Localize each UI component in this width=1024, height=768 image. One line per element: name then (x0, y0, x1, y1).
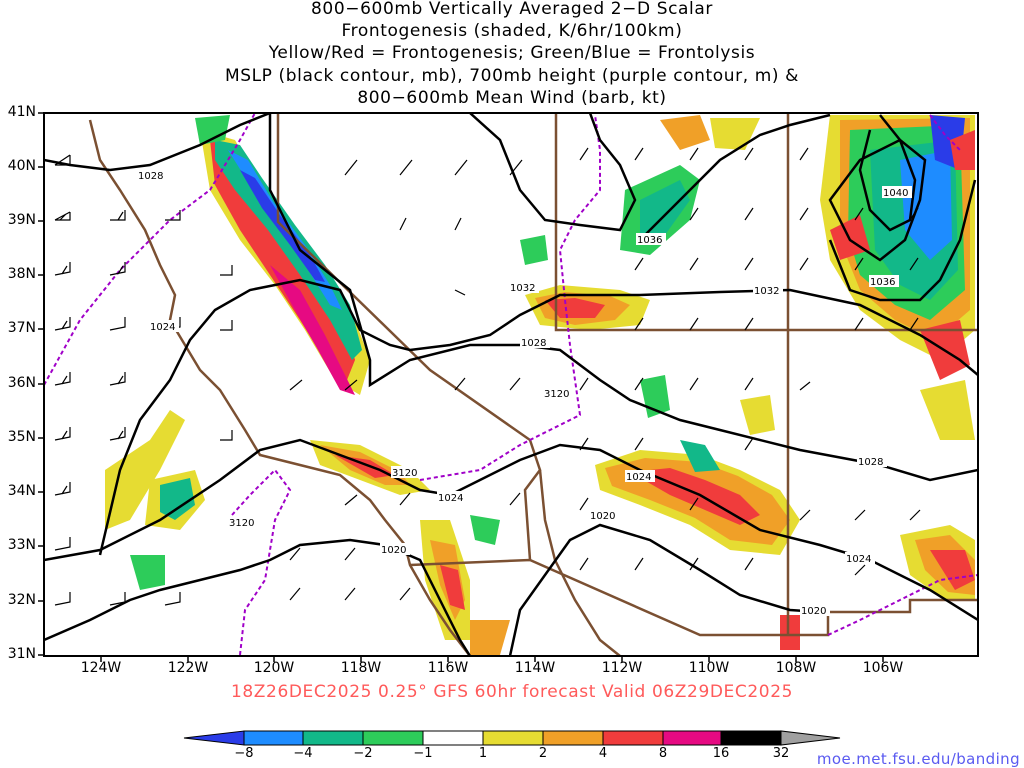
wind-barbs (54, 147, 921, 606)
lat-label: 32N (7, 592, 36, 608)
chart-title-line-2: Frontogenesis (shaded, K/6hr/100km) (341, 21, 683, 41)
colorbar-tick-label: 16 (712, 746, 730, 761)
lat-label: 36N (7, 375, 36, 391)
colorbar (183, 730, 841, 746)
lon-label: 118W (340, 660, 382, 676)
lon-label: 112W (601, 660, 643, 676)
lat-label: 33N (7, 537, 36, 553)
colorbar-tick-label: −4 (293, 746, 313, 761)
mslp-label: 1024 (438, 493, 463, 504)
mslp-label: 1024 (846, 554, 871, 565)
axis-ticks (38, 112, 884, 662)
colorbar-tick-label: 2 (538, 746, 548, 761)
height-label: 3120 (229, 518, 254, 529)
lat-label: 41N (7, 104, 36, 120)
lat-label: 34N (7, 483, 36, 499)
height-label: 3120 (392, 468, 417, 479)
lat-label: 40N (7, 158, 36, 174)
lon-label: 120W (253, 660, 295, 676)
mslp-label: 1028 (138, 171, 163, 182)
mslp-label: 1024 (150, 322, 175, 333)
mslp-label: 1036 (870, 277, 895, 288)
lon-label: 114W (514, 660, 556, 676)
colorbar-tick-label: −8 (234, 746, 254, 761)
forecast-valid-time: 18Z26DEC2025 0.25° GFS 60hr forecast Val… (230, 682, 794, 702)
lon-label: 106W (862, 660, 904, 676)
colorbar-tick-label: 8 (658, 746, 668, 761)
lat-label: 31N (7, 646, 36, 662)
mslp-label: 1028 (858, 457, 883, 468)
colorbar-tick-label: 4 (598, 746, 608, 761)
credit-url[interactable]: moe.met.fsu.edu/banding (816, 750, 1020, 768)
lat-label: 35N (7, 429, 36, 445)
mslp-label: 1036 (637, 235, 662, 246)
mslp-label: 1020 (381, 545, 406, 556)
lon-label: 124W (80, 660, 122, 676)
mslp-label: 1028 (521, 338, 546, 349)
mslp-label: 1020 (590, 511, 615, 522)
chart-title-line-4: MSLP (black contour, mb), 700mb height (… (224, 66, 800, 86)
mslp-label: 1032 (754, 286, 779, 297)
height-label: 3120 (544, 389, 569, 400)
colorbar-tick-label: −2 (353, 746, 373, 761)
lon-label: 122W (167, 660, 209, 676)
lon-label: 116W (427, 660, 469, 676)
chart-title-line-1: 800−600mb Vertically Averaged 2−D Scalar (311, 0, 713, 19)
lon-label: 108W (775, 660, 817, 676)
political-borders (88, 113, 978, 656)
chart-title-line-3: Yellow/Red = Frontogenesis; Green/Blue =… (268, 43, 756, 63)
colorbar-tick-label: 1 (478, 746, 488, 761)
colorbar-tick-label: −1 (413, 746, 433, 761)
height-contours (44, 113, 978, 656)
colorbar-tick-label: 32 (772, 746, 790, 761)
mslp-label: 1020 (801, 606, 826, 617)
frontogenesis-shading (105, 115, 975, 655)
mslp-label: 1040 (883, 188, 908, 199)
mslp-label: 1024 (626, 472, 651, 483)
lat-label: 37N (7, 320, 36, 336)
lat-label: 38N (7, 266, 36, 282)
lon-label: 110W (688, 660, 730, 676)
mslp-label: 1032 (510, 283, 535, 294)
chart-title-line-5: 800−600mb Mean Wind (barb, kt) (357, 88, 667, 108)
lat-label: 39N (7, 212, 36, 228)
